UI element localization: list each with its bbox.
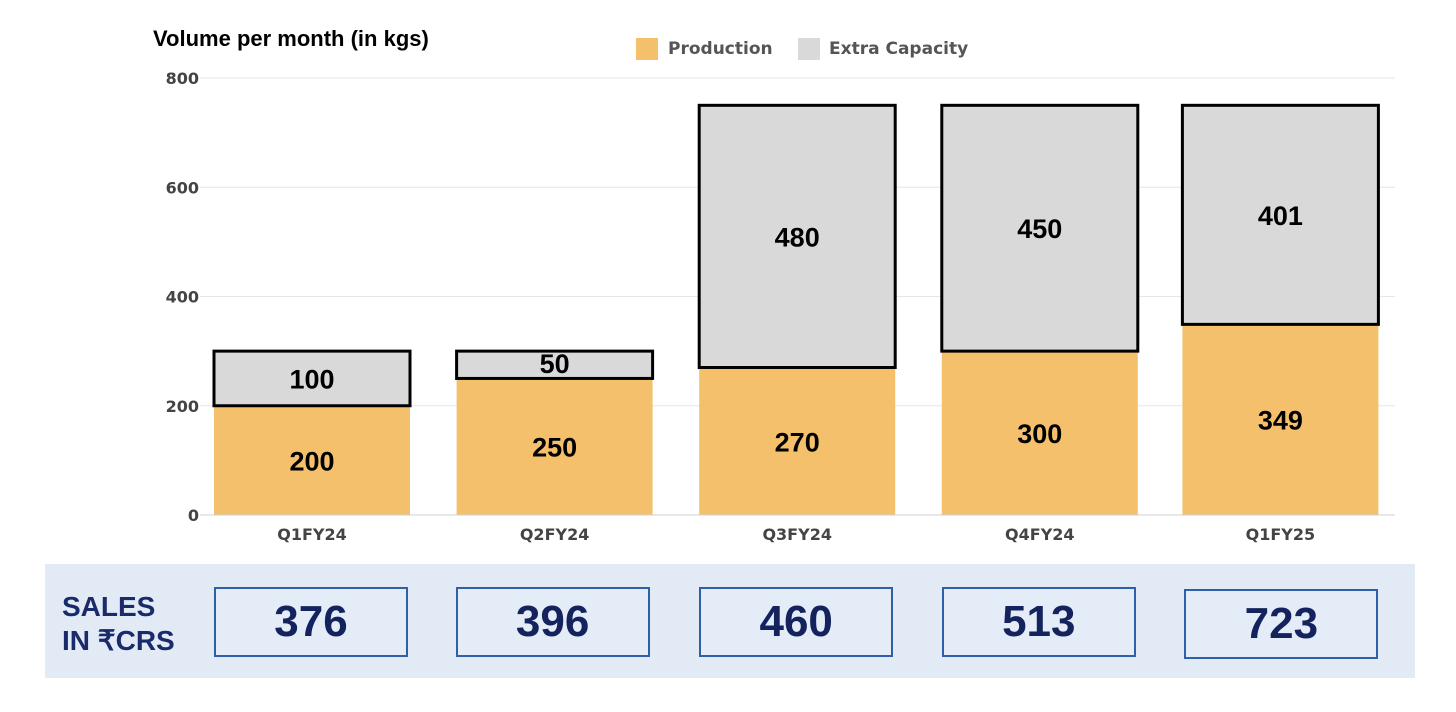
- data-label-production: 270: [775, 427, 820, 457]
- chart-bars: 200 100 250 50 270 480 300 450 349 401: [212, 103, 1380, 515]
- data-label-extra-capacity: 100: [289, 364, 334, 394]
- bar-production-q1fy25: [1182, 324, 1379, 515]
- y-tick-label: 0: [188, 506, 199, 525]
- bar-extra-capacity-q3fy24: [697, 103, 897, 370]
- data-label-extra-capacity: 480: [775, 222, 820, 252]
- chart-legend: Production Extra Capacity: [636, 38, 968, 60]
- volume-chart: Volume per month (in kgs) Production Ext…: [153, 26, 1395, 544]
- x-tick-label: Q1FY25: [1246, 525, 1316, 544]
- x-tick-label: Q1FY24: [277, 525, 347, 544]
- data-label-production: 300: [1017, 419, 1062, 449]
- sales-value-box: 460: [699, 587, 894, 657]
- x-tick-label: Q4FY24: [1005, 525, 1075, 544]
- bar-extra-capacity-q2fy24: [455, 349, 655, 380]
- x-axis: Q1FY24 Q2FY24 Q3FY24 Q4FY24 Q1FY25: [200, 514, 1395, 544]
- sales-value-box: 723: [1184, 589, 1379, 659]
- chart-title: Volume per month (in kgs): [153, 26, 429, 51]
- bar-extra-capacity-q1fy25: [1180, 103, 1380, 326]
- data-label-extra-capacity: 450: [1017, 214, 1062, 244]
- bar-production-q1fy24: [214, 405, 410, 515]
- sales-value-box: 396: [455, 587, 650, 657]
- sales-caption-line1: SALES: [62, 591, 156, 622]
- sales-value-box: 513: [941, 587, 1136, 657]
- legend-label-extra-capacity: Extra Capacity: [829, 39, 968, 59]
- y-tick-label: 600: [166, 178, 199, 197]
- legend-label-production: Production: [668, 39, 773, 59]
- legend-swatch-extra-capacity: [798, 38, 820, 60]
- data-label-extra-capacity: 401: [1258, 201, 1303, 231]
- data-label-production: 349: [1258, 406, 1303, 436]
- y-tick-label: 800: [166, 69, 199, 88]
- sales-value-box: 376: [214, 587, 408, 657]
- data-label-extra-capacity: 50: [540, 349, 570, 379]
- y-tick-label: 400: [166, 288, 199, 307]
- y-axis: 0 200 400 600 800: [166, 69, 199, 525]
- x-tick-label: Q2FY24: [520, 525, 590, 544]
- bar-production-q3fy24: [699, 367, 896, 515]
- sales-caption-line2: IN ₹CRS: [62, 625, 175, 656]
- bar-production-q4fy24: [941, 351, 1138, 515]
- legend-swatch-production: [636, 38, 658, 60]
- data-label-production: 200: [289, 446, 334, 476]
- bar-extra-capacity-q1fy24: [212, 349, 412, 408]
- sales-caption: SALES IN ₹CRS: [62, 590, 175, 658]
- bar-production-q2fy24: [456, 378, 653, 515]
- data-label-production: 250: [532, 433, 577, 463]
- x-tick-label: Q3FY24: [762, 525, 832, 544]
- y-tick-label: 200: [166, 397, 199, 416]
- bar-extra-capacity-q4fy24: [940, 103, 1140, 353]
